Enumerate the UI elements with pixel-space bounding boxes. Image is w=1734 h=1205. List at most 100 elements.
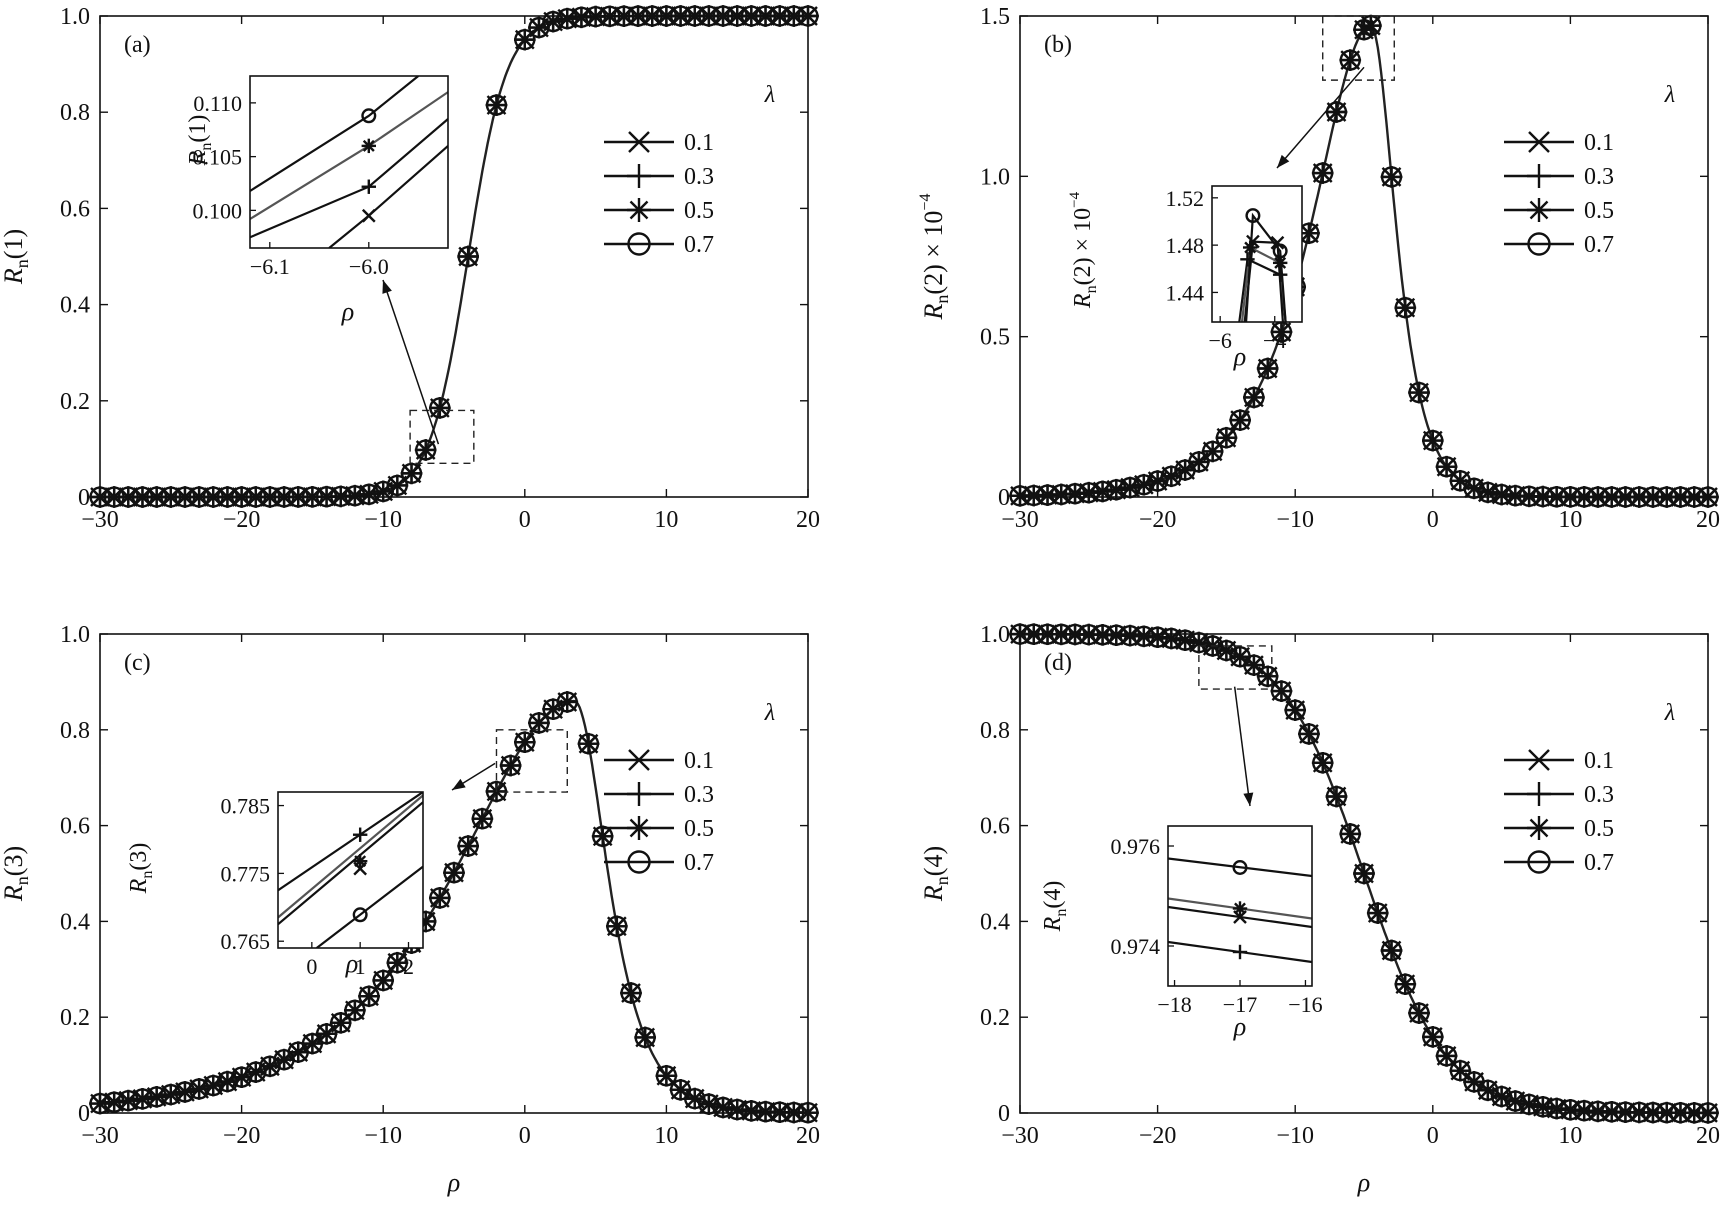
- series-0.5-point: [1311, 162, 1334, 184]
- series-0.5-point: [1697, 1102, 1719, 1124]
- series-0.5-point: [400, 462, 423, 485]
- series-0.5-point: [358, 483, 380, 506]
- series-0.7-point: [1367, 902, 1389, 924]
- x-tick-label: 20: [1696, 1123, 1720, 1149]
- legend-label: 0.3: [684, 782, 714, 808]
- series-0.7-point: [358, 483, 380, 505]
- series-0.5-point: [1504, 1090, 1527, 1112]
- series-0.5-point: [457, 835, 479, 857]
- legend-label: 0.3: [1584, 782, 1614, 808]
- legend-label: 0.5: [684, 816, 714, 842]
- series-0.7-point: [1449, 1060, 1471, 1082]
- zoom-box: [1322, 15, 1395, 81]
- inset-y-tick-label: 1.48: [1166, 233, 1205, 258]
- series-0.5-point: [1311, 752, 1334, 774]
- series-0.5-point: [1697, 486, 1719, 508]
- markers: [1009, 623, 1719, 1124]
- series-0.5-point: [1435, 1045, 1458, 1067]
- inset-x-tick-label: −6.0: [349, 254, 389, 279]
- inset-y-label-tail: (3): [126, 843, 152, 871]
- series-0.5-point: [655, 1064, 678, 1087]
- inset-x-tick-label: −18: [1157, 992, 1191, 1017]
- series-0.7-point: [556, 691, 578, 713]
- legend-title: λ: [1664, 82, 1675, 108]
- series-0.5-point: [1380, 166, 1403, 188]
- series-0.5-point: [386, 474, 409, 497]
- arrow-head: [1277, 154, 1290, 168]
- legend-label: 0.3: [684, 164, 714, 190]
- y-tick-label: 1.5: [980, 4, 1010, 30]
- x-tick-label: −10: [364, 507, 402, 533]
- series-0.7-point: [131, 1088, 154, 1110]
- inset-series-line-0.7: [1168, 857, 1312, 878]
- y-tick-label: 0.2: [60, 389, 90, 415]
- arrow-head: [1243, 792, 1254, 806]
- legend-marker-0.5: [1527, 816, 1551, 840]
- series-0.5-point: [457, 245, 479, 268]
- series-0.7-point: [1394, 297, 1416, 319]
- series-0.7-point: [1435, 456, 1458, 478]
- series-0.5-point: [1188, 451, 1210, 473]
- series-0.5-point: [1298, 723, 1320, 745]
- series-0.7-point: [485, 94, 508, 116]
- series-0.7-point: [514, 731, 536, 753]
- x-tick-label: 20: [796, 1123, 820, 1149]
- series-0.7-point: [1201, 440, 1224, 463]
- inset-marker-0.7: [352, 907, 368, 923]
- series-0.7-point: [145, 1086, 168, 1108]
- inset-series-line-0.7: [250, 76, 419, 192]
- inset-x-tick-label: 0: [306, 954, 317, 979]
- series-0.7-point: [372, 969, 394, 992]
- inset-y-tick-label: 0.765: [221, 929, 271, 954]
- x-tick-label: 20: [796, 507, 820, 533]
- series-0.7-point: [726, 1098, 748, 1121]
- inset-series-line-0.7: [316, 865, 423, 948]
- series-0.7-point: [1312, 162, 1334, 184]
- series-0.5-point: [797, 1101, 819, 1124]
- y-tick-label: 0: [998, 1101, 1010, 1127]
- y-label-tail: (3): [0, 846, 28, 876]
- series-0.7-point: [634, 1026, 656, 1049]
- series-0.5-point: [1339, 49, 1362, 71]
- y-tick-label: 0.6: [60, 196, 90, 222]
- zoom-arrow: [1276, 66, 1365, 169]
- y-tick-label: 0.6: [980, 814, 1010, 840]
- arrow-head: [382, 280, 392, 294]
- series-0.7-point: [429, 887, 451, 909]
- plot-frame: [99, 633, 809, 1114]
- series-0.5-point: [1325, 101, 1348, 123]
- y-label-symbol: R: [919, 885, 948, 902]
- series-0.7-point: [577, 733, 600, 755]
- series-0.5-point: [1394, 973, 1417, 995]
- series-0.5-point: [1422, 429, 1444, 452]
- inset-y-tick-label: 1.44: [1166, 280, 1205, 305]
- inset-series-line-0.3: [278, 792, 423, 892]
- series-0.7-point: [386, 474, 409, 497]
- series-0.7-point: [1215, 427, 1238, 449]
- panel-letter: (c): [124, 650, 151, 676]
- inset-y-tick-label: 0.775: [221, 861, 271, 886]
- inset-y-tick-label: 0.976: [1111, 834, 1161, 859]
- series-0.5-point: [1256, 665, 1279, 688]
- series-0.5-point: [1339, 823, 1362, 845]
- inset-y-tick-label: 0.110: [193, 91, 242, 116]
- series-0.5-point: [471, 807, 494, 830]
- series-0.7-point: [315, 1023, 338, 1045]
- y-tick-label: 0.8: [980, 718, 1010, 744]
- y-label-symbol: R: [0, 268, 28, 285]
- series-0.5-point: [1229, 645, 1251, 668]
- panel-letter: (d): [1044, 650, 1072, 676]
- inset-y-label-symbol: R: [1070, 293, 1096, 309]
- series-0.5-point: [1360, 14, 1382, 37]
- series-0.5-point: [1229, 409, 1251, 431]
- series-0.5-point: [797, 5, 819, 27]
- y-tick-label: 0.5: [980, 325, 1010, 351]
- y-tick-label: 0.2: [60, 1005, 90, 1031]
- series-0.7-point: [457, 245, 479, 268]
- legend-marker-0.5: [627, 198, 651, 222]
- y-tick-label: 0.4: [60, 909, 90, 935]
- x-axis-label: ρ: [1357, 1168, 1370, 1197]
- x-tick-label: −10: [364, 1123, 402, 1149]
